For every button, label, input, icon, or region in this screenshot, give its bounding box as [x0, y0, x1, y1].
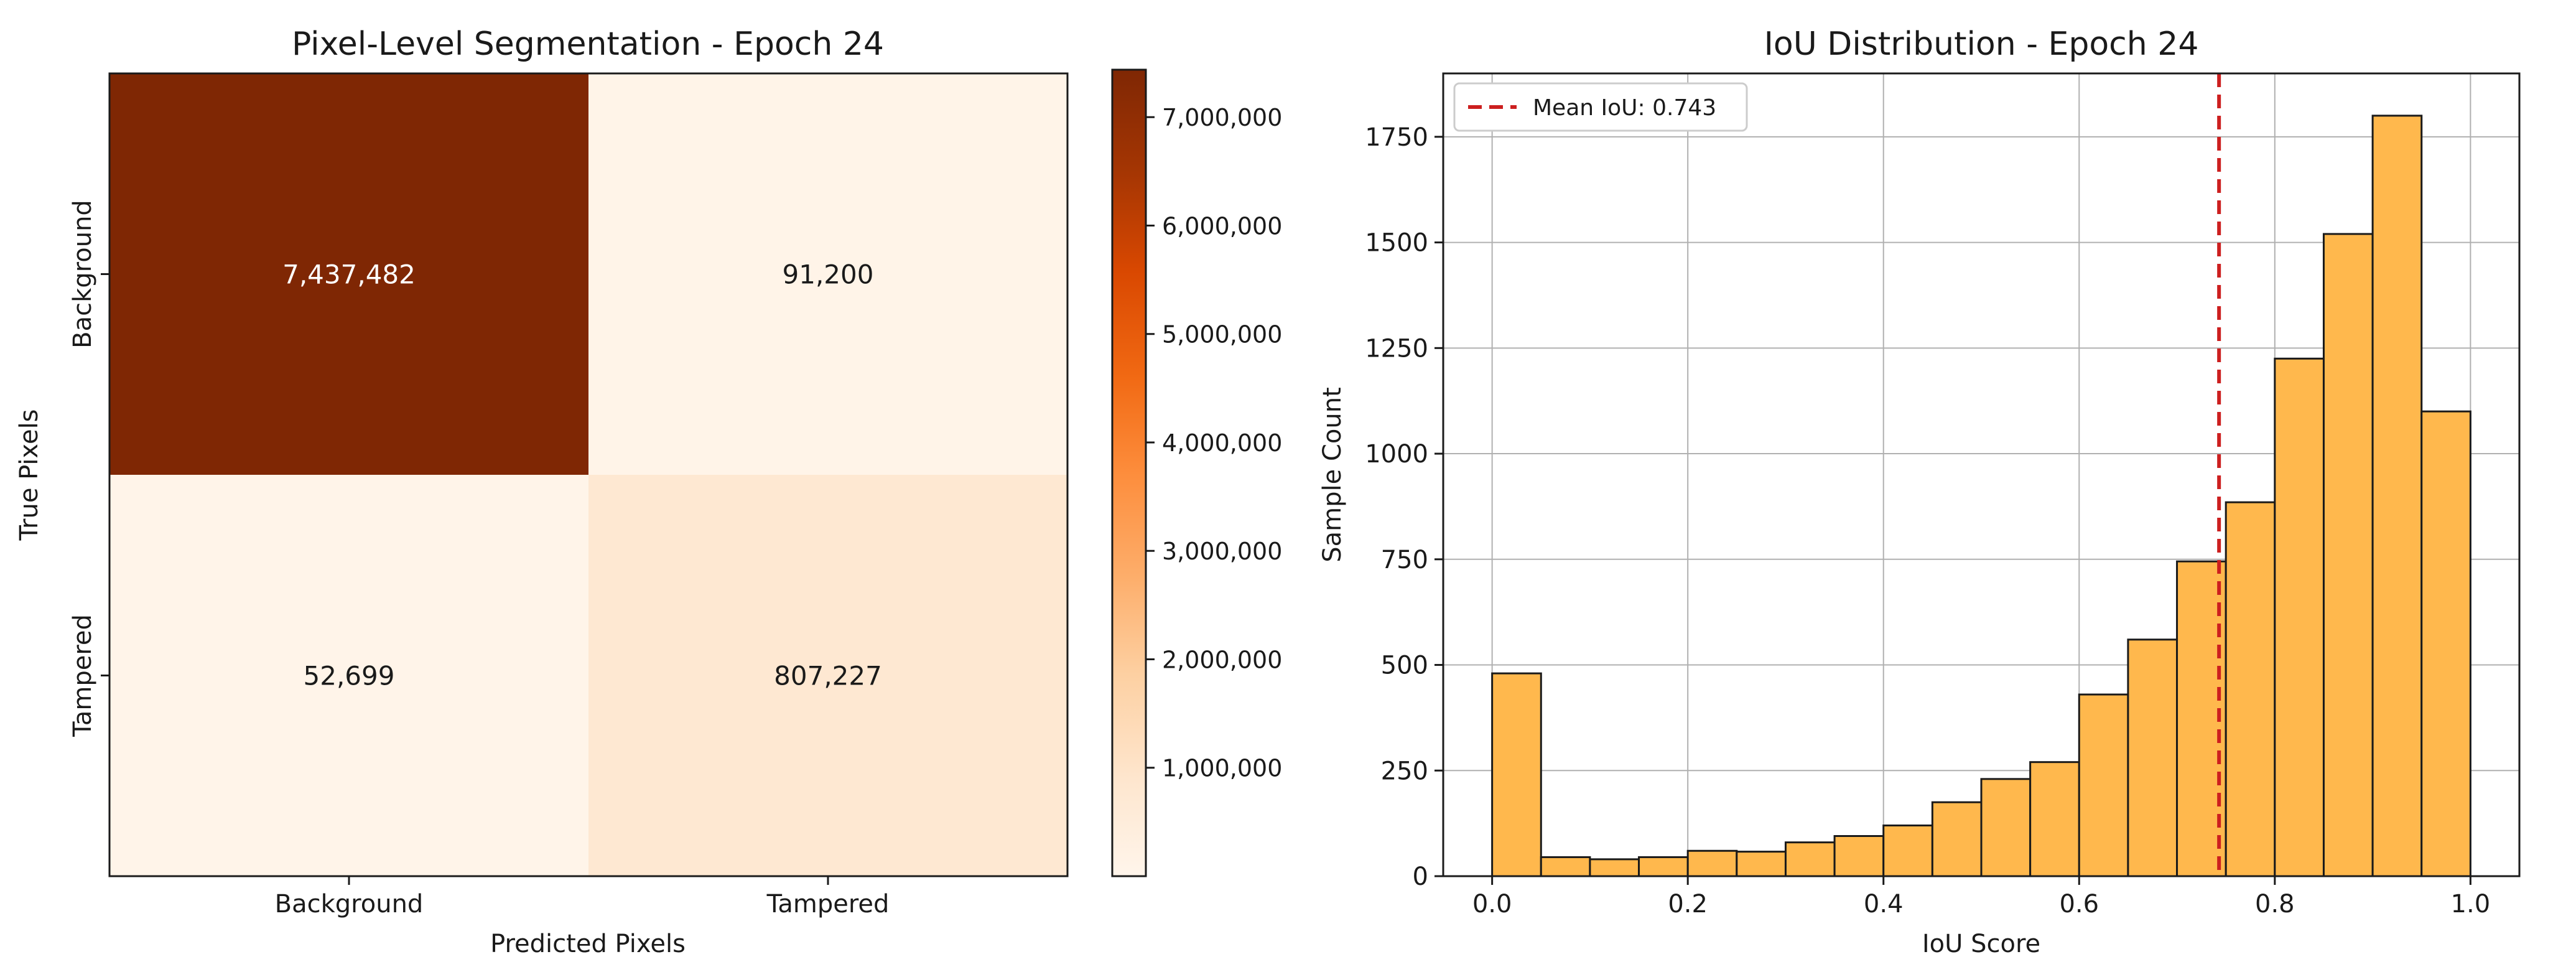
heatmap-cell	[109, 73, 588, 475]
histogram-bar	[1931, 801, 1983, 877]
heatmap-cell-label: 91,200	[783, 259, 874, 290]
histogram-bar	[1491, 672, 1542, 877]
histogram-bars	[1491, 114, 2471, 877]
colorbar-tick-label: 2,000,000	[1162, 646, 1282, 673]
heatmap-cell	[588, 475, 1067, 876]
colorbar	[1111, 68, 1147, 877]
histogram-x-tick-label: 0.2	[1668, 890, 1708, 918]
heatmap-cell	[588, 73, 1067, 475]
heatmap-frame	[108, 72, 1069, 877]
histogram-y-tick-label: 1500	[1365, 229, 1428, 258]
histogram-y-tick-label: 250	[1381, 757, 1428, 785]
histogram-x-axis-label: IoU Score	[1922, 930, 2040, 958]
histogram-y-tick-label: 1250	[1365, 334, 1428, 363]
heatmap-y-axis-label: True Pixels	[15, 409, 44, 541]
histogram-bar	[2420, 410, 2471, 877]
histogram-bar	[2274, 357, 2325, 877]
iou-histogram-panel: IoU Distribution - Epoch 24 0.0 0.2 0.4 0.6…	[1318, 26, 2521, 958]
histogram-y-tick-label: 750	[1381, 546, 1428, 574]
histogram-y-tick-label: 0	[1413, 862, 1428, 891]
histogram-bar	[2371, 114, 2423, 877]
histogram-x-ticks: 0.0 0.2 0.4 0.6 0.8 1.0	[1472, 876, 2490, 918]
histogram-x-tick-label: 0.8	[2255, 890, 2295, 918]
histogram-x-tick-label: 0.0	[1472, 890, 1512, 918]
histogram-bar	[1784, 841, 1836, 877]
heatmap-y-tick-label: Tampered	[68, 614, 97, 737]
histogram-frame	[1442, 72, 2521, 877]
heatmap-cell	[109, 475, 588, 876]
heatmap-cells: 7,437,482 91,200 52,699 807,227	[109, 73, 1067, 876]
legend: Mean IoU: 0.743	[1453, 82, 1748, 132]
colorbar-tick-label: 6,000,000	[1162, 212, 1282, 240]
heatmap-y-tick-label: Background	[68, 200, 97, 348]
histogram-bar	[2078, 693, 2129, 877]
histogram-bar	[2322, 233, 2374, 877]
histogram-bar	[2225, 501, 2276, 877]
colorbar-tick-label: 4,000,000	[1162, 429, 1282, 457]
histogram-bar	[1638, 856, 1689, 877]
histogram-x-tick-label: 0.6	[2059, 890, 2099, 918]
colorbar-tick-label: 5,000,000	[1162, 321, 1282, 348]
histogram-bar	[1980, 778, 2032, 877]
colorbar-tick-label: 1,000,000	[1162, 755, 1282, 782]
heatmap-cell-label: 7,437,482	[282, 259, 416, 290]
histogram-bar	[1589, 858, 1640, 877]
histogram-x-tick-label: 1.0	[2451, 890, 2491, 918]
heatmap-x-axis-label: Predicted Pixels	[490, 930, 686, 958]
legend-box	[1453, 82, 1748, 132]
heatmap-cell-label: 52,699	[304, 661, 395, 691]
histogram-bar	[1882, 825, 1933, 877]
histogram-y-tick-label: 500	[1381, 652, 1428, 680]
histogram-title: IoU Distribution - Epoch 24	[1764, 26, 2199, 63]
heatmap-x-tick-label: Tampered	[766, 890, 890, 918]
histogram-x-tick-label: 0.4	[1864, 890, 1904, 918]
histogram-y-axis-label: Sample Count	[1318, 387, 1347, 562]
histogram-bar	[2029, 761, 2080, 877]
heatmap-title: Pixel-Level Segmentation - Epoch 24	[292, 26, 884, 63]
colorbar-tick-label: 7,000,000	[1162, 104, 1282, 131]
colorbar-ticks: 1,000,000 2,000,000 3,000,000 4,000,000 5,00…	[1146, 104, 1282, 782]
heatmap-y-ticks: Background Tampered	[68, 200, 109, 737]
heatmap-cell-label: 807,227	[774, 661, 882, 691]
heatmap-x-ticks: Background Tampered	[275, 876, 890, 918]
heatmap-x-tick-label: Background	[275, 890, 424, 918]
histogram-y-tick-label: 1750	[1365, 123, 1428, 152]
histogram-bar	[2127, 638, 2178, 877]
histogram-y-tick-label: 1000	[1365, 440, 1428, 469]
histogram-bar	[1833, 835, 1885, 877]
histogram-bar	[1736, 851, 1787, 877]
histogram-y-ticks: 0 250 500 750 1000 1250 1500 1750	[1365, 123, 1443, 891]
histogram-bar	[1540, 856, 1591, 877]
confusion-matrix-panel: Pixel-Level Segmentation - Epoch 24 7,43…	[15, 26, 1282, 958]
colorbar-tick-label: 3,000,000	[1162, 538, 1282, 565]
histogram-bar	[1686, 849, 1738, 877]
legend-entry-mean-iou: Mean IoU: 0.743	[1533, 95, 1716, 121]
